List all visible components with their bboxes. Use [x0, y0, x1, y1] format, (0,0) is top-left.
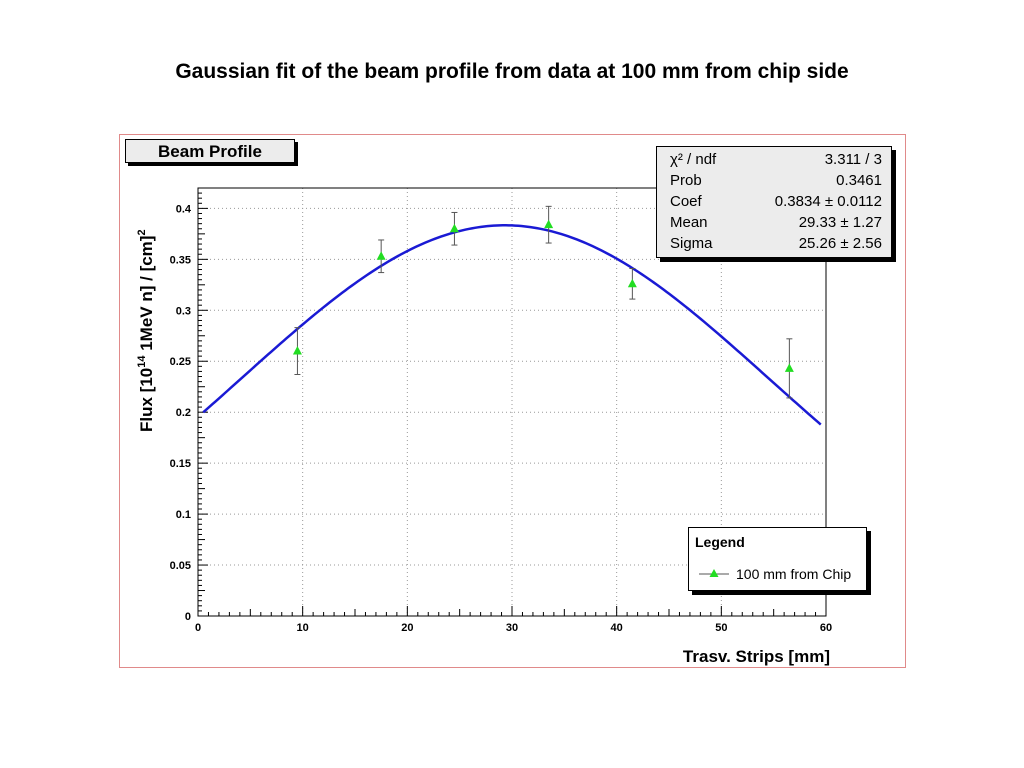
y-tick-label: 0.2: [176, 407, 191, 419]
x-tick-label: 30: [506, 622, 518, 634]
stat-label: χ² / ndf: [670, 151, 716, 168]
y-tick-label: 0.15: [170, 458, 191, 470]
data-point: [377, 251, 386, 260]
stat-value: 3.311 / 3: [825, 151, 882, 168]
y-tick-label: 0.4: [176, 203, 192, 215]
y-tick-label: 0.25: [170, 356, 191, 368]
data-point: [293, 346, 302, 355]
data-point: [785, 363, 794, 372]
x-axis-label: Trasv. Strips [mm]: [683, 647, 830, 666]
legend-label: 100 mm from Chip: [736, 566, 851, 582]
plot-title-box: Beam Profile: [125, 139, 295, 163]
y-tick-label: 0.3: [176, 305, 191, 317]
y-axis-label-exp: 14: [136, 355, 148, 368]
y-tick-label: 0.35: [170, 254, 191, 266]
y-axis-label-exp: 2: [136, 229, 148, 235]
y-tick-label: 0.05: [170, 560, 191, 572]
stat-label: Coef: [670, 193, 702, 210]
legend-marker-icon: [689, 564, 735, 584]
legend-box: Legend 100 mm from Chip: [688, 527, 867, 591]
x-tick-label: 60: [820, 622, 832, 634]
y-axis-label-part: Flux [10: [137, 368, 156, 432]
y-axis-label: Flux [1014 1MeV n] / [cm]2: [136, 229, 156, 432]
legend-entry: 100 mm from Chip: [689, 564, 868, 584]
y-axis-label-part: 1MeV n] / [cm]: [137, 236, 156, 356]
x-tick-label: 10: [297, 622, 309, 634]
data-point: [450, 224, 459, 233]
stat-row: χ² / ndf 3.311 / 3: [657, 151, 893, 172]
stat-row: Prob 0.3461: [657, 172, 893, 193]
data-point: [544, 220, 553, 229]
y-tick-label: 0: [185, 611, 191, 623]
stat-value: 25.26 ± 2.56: [799, 235, 882, 252]
stat-value: 29.33 ± 1.27: [799, 214, 882, 231]
stat-row: Mean 29.33 ± 1.27: [657, 214, 893, 235]
stat-value: 0.3461: [836, 172, 882, 189]
data-point: [628, 279, 637, 288]
legend-header: Legend: [695, 534, 745, 550]
x-tick-label: 0: [195, 622, 201, 634]
x-tick-label: 50: [715, 622, 727, 634]
stat-value: 0.3834 ± 0.0112: [775, 193, 882, 210]
y-tick-label: 0.1: [176, 509, 191, 521]
fit-stats-box: χ² / ndf 3.311 / 3 Prob 0.3461 Coef 0.38…: [656, 146, 892, 258]
x-tick-label: 20: [401, 622, 413, 634]
x-tick-label: 40: [611, 622, 623, 634]
stat-row: Coef 0.3834 ± 0.0112: [657, 193, 893, 214]
stat-row: Sigma 25.26 ± 2.56: [657, 235, 893, 256]
stat-label: Prob: [670, 172, 702, 189]
stat-label: Sigma: [670, 235, 713, 252]
stat-label: Mean: [670, 214, 708, 231]
